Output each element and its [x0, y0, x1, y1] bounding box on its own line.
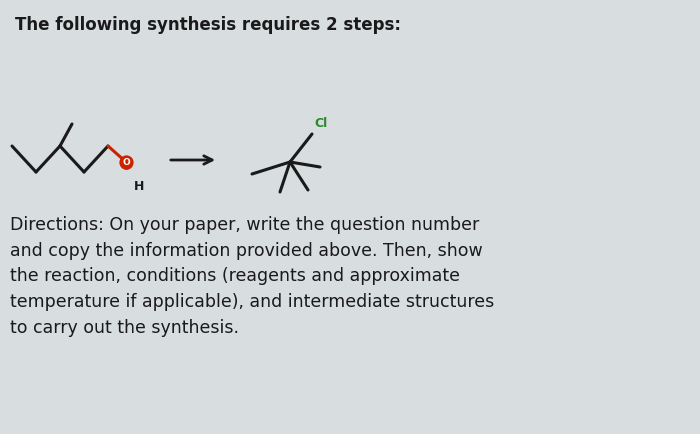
Text: O: O: [121, 156, 132, 169]
Text: H: H: [134, 180, 144, 193]
Text: The following synthesis requires 2 steps:: The following synthesis requires 2 steps…: [15, 16, 401, 34]
Text: O: O: [122, 158, 130, 167]
Text: Directions: On your paper, write the question number
and copy the information pr: Directions: On your paper, write the que…: [10, 216, 494, 337]
Text: Cl: Cl: [314, 117, 327, 130]
